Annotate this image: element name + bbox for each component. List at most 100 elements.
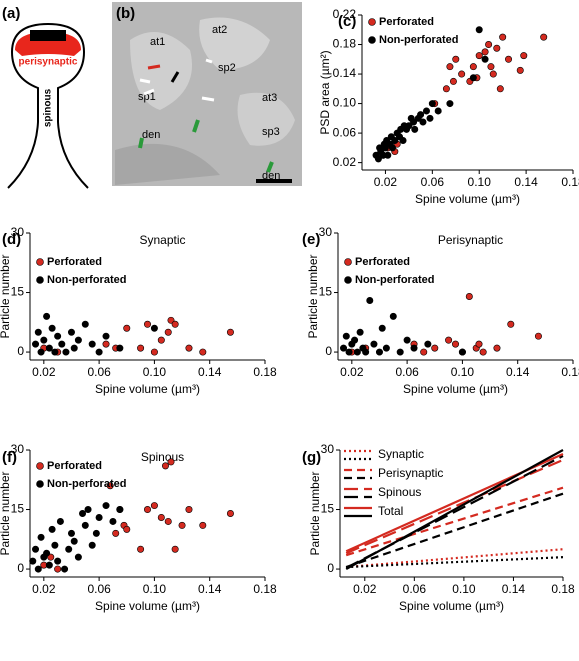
point: [144, 320, 152, 328]
point: [481, 55, 489, 63]
point: [45, 561, 53, 569]
y-tick-label: 0: [17, 561, 24, 575]
point: [428, 100, 436, 108]
point: [67, 529, 75, 537]
legend-label: Non-perforated: [355, 274, 434, 286]
y-tick-label: 0.22: [333, 7, 357, 21]
x-tick-label: 0.06: [87, 365, 111, 379]
point: [475, 52, 483, 60]
spinous-text: spinous: [43, 88, 54, 127]
x-axis-label: Spine volume (µm³): [95, 382, 200, 396]
legend-marker: [344, 258, 352, 266]
legend-label: Perforated: [379, 16, 434, 28]
y-tick-label: 0: [17, 344, 24, 358]
arrow: [192, 119, 200, 133]
point: [102, 502, 110, 510]
perisynaptic-text: perisynaptic: [19, 57, 78, 68]
point: [388, 144, 396, 152]
point: [67, 328, 75, 336]
trend-line: [345, 486, 564, 557]
point: [370, 340, 378, 348]
x-tick-label: 0.10: [452, 582, 476, 596]
point: [37, 533, 45, 541]
y-tick-label: 0.18: [333, 37, 357, 51]
legend-label: Non-perforated: [47, 274, 126, 286]
point: [391, 136, 399, 144]
legend-marker: [36, 462, 44, 470]
y-tick-label: 0: [327, 561, 334, 575]
point: [150, 348, 158, 356]
point: [123, 324, 131, 332]
point: [84, 506, 92, 514]
point: [452, 55, 460, 63]
image-label: sp1: [138, 91, 156, 103]
point: [446, 100, 454, 108]
x-tick-label: 0.14: [198, 582, 222, 596]
point: [185, 344, 193, 352]
point: [45, 344, 53, 352]
point: [449, 77, 457, 85]
point: [116, 344, 124, 352]
x-tick-label: 0.06: [87, 582, 111, 596]
legend-label: Spinous: [378, 485, 421, 499]
point: [351, 336, 359, 344]
point: [171, 320, 179, 328]
point: [92, 529, 100, 537]
legend-label: Synaptic: [378, 447, 424, 461]
y-tick-label: 15: [319, 285, 333, 299]
point: [164, 517, 172, 525]
trend-line: [346, 548, 564, 569]
point: [109, 517, 117, 525]
point: [378, 324, 386, 332]
point: [410, 344, 418, 352]
point: [417, 111, 425, 119]
chart-title: Spinous: [141, 450, 184, 464]
point: [381, 144, 389, 152]
x-tick-label: 0.10: [468, 175, 492, 189]
point: [51, 348, 59, 356]
x-tick-label: 0.18: [253, 582, 277, 596]
point: [499, 33, 507, 41]
arrow: [170, 71, 180, 83]
x-tick-label: 0.02: [32, 582, 56, 596]
point: [74, 553, 82, 561]
point: [458, 70, 466, 78]
point: [442, 85, 450, 93]
y-axis-label: Particle number: [306, 254, 320, 338]
charts: (c) 0.02 0.06 0.10 0.14 0.18 0.02 0.06 0.10 0.14 0…: [0, 7, 579, 613]
x-tick-label: 0.10: [143, 365, 167, 379]
point: [54, 332, 62, 340]
y-tick-label: 30: [321, 442, 335, 456]
arrow: [266, 161, 274, 173]
point: [199, 521, 207, 529]
point: [353, 348, 361, 356]
point: [420, 348, 428, 356]
point: [32, 545, 40, 553]
point: [106, 482, 114, 490]
x-tick-label: 0.02: [340, 365, 364, 379]
point: [226, 509, 234, 517]
panel-b: (b) at1 at2 sp2 sp1 den at3 sp3 den: [112, 2, 302, 186]
point: [81, 320, 89, 328]
x-tick-label: 0.10: [451, 365, 475, 379]
micrograph-texture: [199, 17, 270, 70]
point: [34, 565, 42, 573]
x-axis-label: Spine volume (µm³): [95, 599, 200, 613]
point: [226, 328, 234, 336]
point: [34, 328, 42, 336]
x-axis-label: Spine volume (µm³): [415, 192, 520, 206]
x-tick-label: 0.06: [421, 175, 445, 189]
point: [362, 348, 370, 356]
panel-label: (f): [2, 449, 17, 466]
image-label: den: [142, 129, 160, 141]
point: [507, 320, 515, 328]
point: [61, 565, 69, 573]
y-tick-label: 0: [325, 344, 332, 358]
micrograph-texture: [115, 143, 220, 185]
point: [157, 336, 165, 344]
x-tick-label: 0.06: [395, 365, 419, 379]
panel-a: (a) PSD perisynaptic spinous: [2, 5, 89, 189]
x-tick-label: 0.18: [253, 365, 277, 379]
y-tick-label: 30: [11, 442, 25, 456]
point: [79, 509, 87, 517]
